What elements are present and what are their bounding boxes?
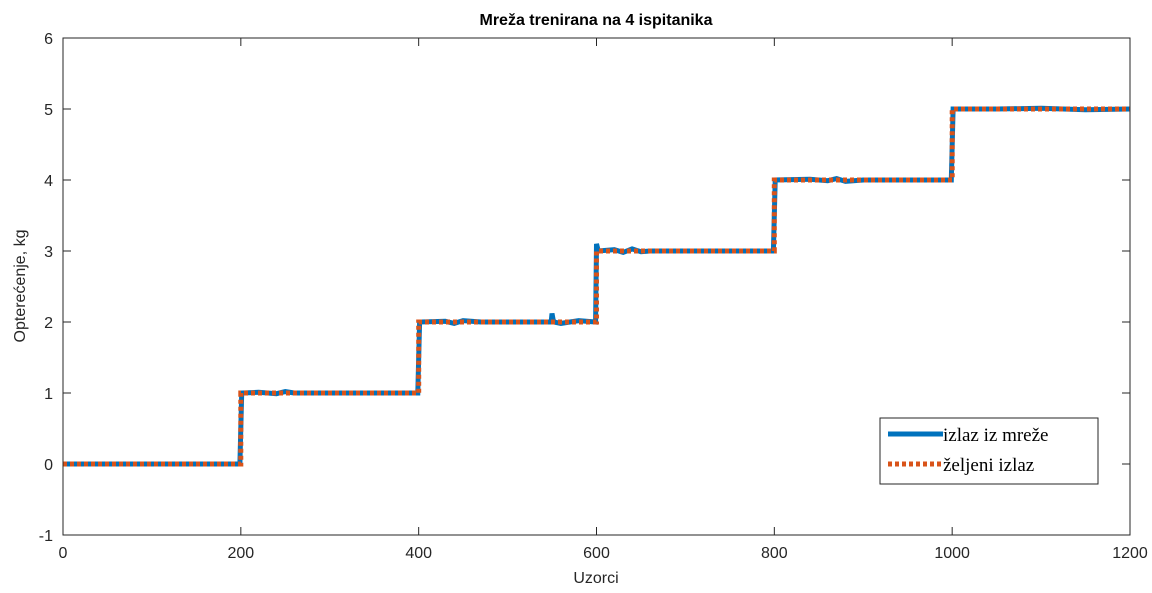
series-lines — [63, 105, 1131, 467]
legend: izlaz iz mreže željeni izlaz — [879, 417, 1099, 485]
y-tick-label: -1 — [39, 528, 53, 545]
x-tick-label: 1200 — [1112, 545, 1148, 562]
x-tick-label: 600 — [583, 545, 610, 562]
x-axis-label: Uzorci — [573, 570, 618, 587]
y-axis-label: Opterećenje, kg — [12, 230, 29, 343]
x-tick-label: 200 — [227, 545, 254, 562]
x-tick-label: 800 — [761, 545, 788, 562]
x-tick-label: 0 — [59, 545, 68, 562]
plot-frame — [62, 37, 1131, 536]
y-tick-label: 5 — [44, 102, 53, 119]
series-line-desired-output — [63, 106, 1130, 467]
x-axis-ticks: 0 200 400 600 800 1000 1200 — [59, 38, 1148, 562]
y-tick-label: 0 — [44, 457, 53, 474]
y-tick-label: 4 — [44, 173, 53, 190]
legend-label-network-output: izlaz iz mreže — [943, 425, 1048, 446]
legend-box — [879, 417, 1099, 485]
y-tick-label: 3 — [44, 244, 53, 261]
x-tick-label: 400 — [405, 545, 432, 562]
y-tick-label: 2 — [44, 315, 53, 332]
y-axis-ticks: -1 0 1 2 3 4 5 6 — [39, 31, 1130, 545]
y-tick-label: 1 — [44, 386, 53, 403]
y-tick-label: 6 — [44, 31, 53, 48]
x-tick-label: 1000 — [934, 545, 970, 562]
chart-title: Mreža trenirana na 4 ispitanika — [480, 12, 713, 29]
legend-label-desired-output: željeni izlaz — [943, 455, 1034, 476]
